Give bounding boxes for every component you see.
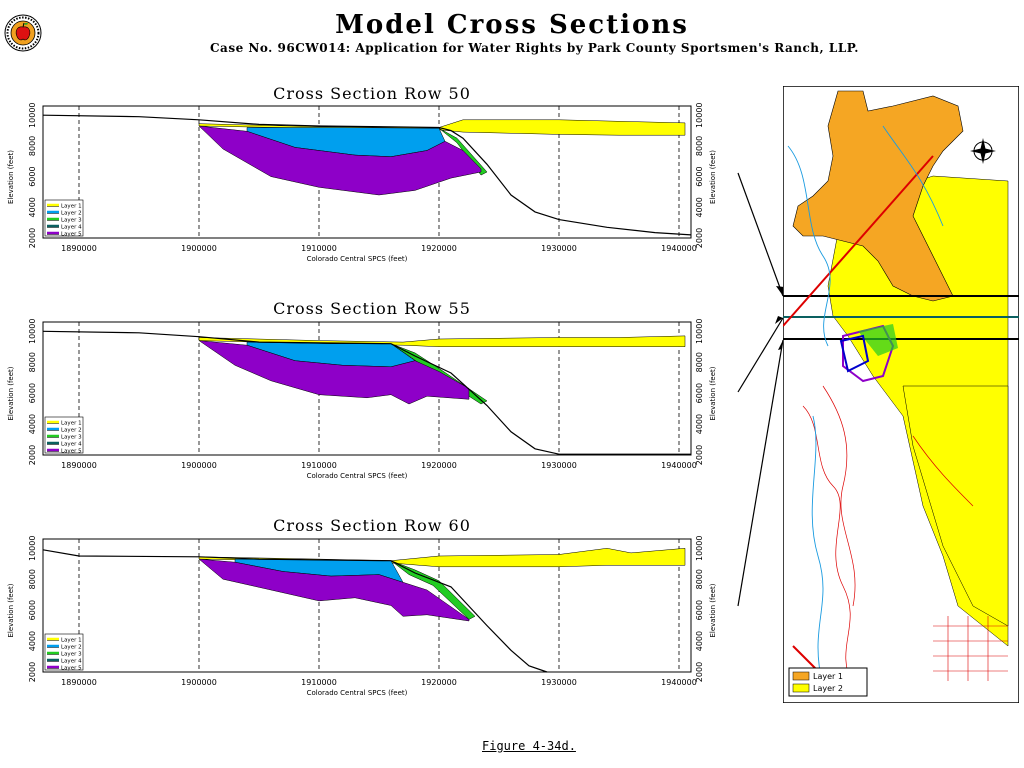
x-tick-label: 1890000 <box>61 244 97 253</box>
y-tick-label-left: 10000 <box>28 536 37 561</box>
x-tick-label: 1910000 <box>301 461 337 470</box>
x-tick-label: 1930000 <box>541 678 577 687</box>
x-axis-label: Colorado Central SPCS (feet) <box>307 255 408 263</box>
x-tick-label: 1910000 <box>301 678 337 687</box>
legend-label: Layer 1 <box>61 638 82 644</box>
y-tick-label-left: 4000 <box>28 631 37 651</box>
y-tick-label-left: 8000 <box>28 569 37 589</box>
model-grid-location-map: Layer 1 Layer 2 <box>783 86 1019 703</box>
layer-area-layer-5 <box>198 558 470 622</box>
legend-label: Layer 1 <box>61 204 82 210</box>
layer-area-layer-5 <box>198 125 482 196</box>
legend-label: Layer 2 <box>61 428 82 434</box>
y-axis-label-left: Elevation (feet) <box>7 583 15 637</box>
y-tick-label-right: 6000 <box>695 166 704 186</box>
y-tick-label-right: 4000 <box>695 414 704 434</box>
legend-label: Layer 2 <box>61 211 82 217</box>
x-tick-label: 1930000 <box>541 461 577 470</box>
legend-label: Layer 4 <box>61 225 82 231</box>
map-legend: Layer 1 Layer 2 <box>788 667 868 697</box>
organization-seal-logo <box>4 14 42 52</box>
base-elevation-line <box>42 330 691 455</box>
y-axis-label-left: Elevation (feet) <box>7 150 15 204</box>
chart-title: Cross Section Row 55 <box>273 299 471 318</box>
y-axis-label-left: Elevation (feet) <box>7 366 15 420</box>
layer-area-layer-3 <box>390 560 476 620</box>
x-tick-label: 1930000 <box>541 244 577 253</box>
legend-label: Layer 4 <box>61 659 82 665</box>
x-tick-label: 1890000 <box>61 678 97 687</box>
y-tick-label-left: 8000 <box>28 136 37 156</box>
x-tick-label: 1940000 <box>661 678 697 687</box>
page-subtitle: Case No. 96CW014: Application for Water … <box>210 41 859 55</box>
y-tick-label-right: 6000 <box>695 600 704 620</box>
y-tick-label-right: 4000 <box>695 197 704 217</box>
y-tick-label-right: 2000 <box>695 445 704 465</box>
y-tick-label-right: 4000 <box>695 631 704 651</box>
y-tick-label-right: 2000 <box>695 662 704 682</box>
y-tick-label-left: 6000 <box>28 383 37 403</box>
y-tick-label-right: 10000 <box>695 102 704 127</box>
y-tick-label-right: 6000 <box>695 383 704 403</box>
x-axis-label: Colorado Central SPCS (feet) <box>307 689 408 697</box>
y-tick-label-left: 8000 <box>28 352 37 372</box>
map-legend-layer-2: Layer 2 <box>813 684 843 693</box>
y-tick-label-right: 8000 <box>695 569 704 589</box>
y-axis-label-right: Elevation (feet) <box>709 150 717 204</box>
chart-title: Cross Section Row 50 <box>273 84 471 103</box>
y-tick-label-left: 2000 <box>28 662 37 682</box>
x-tick-label: 1940000 <box>661 461 697 470</box>
y-tick-label-left: 4000 <box>28 414 37 434</box>
cross-section-chart-row-50: Cross Section Row 50 1890000 1900000 191000… <box>7 84 717 263</box>
cross-section-chart-row-55: Cross Section Row 55 1890000 1900000 191000… <box>7 299 717 480</box>
y-axis-label-right: Elevation (feet) <box>709 366 717 420</box>
x-tick-label: 1920000 <box>421 244 457 253</box>
y-tick-label-right: 2000 <box>695 228 704 248</box>
legend-label: Layer 5 <box>61 666 82 672</box>
x-tick-label: 1890000 <box>61 461 97 470</box>
base-elevation-line <box>42 114 692 236</box>
legend-label: Layer 5 <box>61 449 82 455</box>
y-tick-label-right: 8000 <box>695 352 704 372</box>
base-elevation-line <box>42 549 548 673</box>
page-title: Model Cross Sections <box>335 10 689 40</box>
legend-label: Layer 4 <box>61 442 82 448</box>
legend-label: Layer 3 <box>61 435 82 441</box>
x-tick-label: 1900000 <box>181 678 217 687</box>
x-tick-label: 1920000 <box>421 461 457 470</box>
y-tick-label-right: 10000 <box>695 536 704 561</box>
y-tick-label-left: 10000 <box>28 319 37 344</box>
y-tick-label-right: 10000 <box>695 319 704 344</box>
figure-caption: Figure 4-34d. <box>482 739 576 753</box>
legend-label: Layer 2 <box>61 645 82 651</box>
compass-icon <box>970 138 996 164</box>
y-tick-label-left: 2000 <box>28 445 37 465</box>
y-tick-label-right: 8000 <box>695 136 704 156</box>
y-tick-label-left: 10000 <box>28 102 37 127</box>
legend-label: Layer 5 <box>61 232 82 238</box>
y-tick-label-left: 4000 <box>28 197 37 217</box>
legend-label: Layer 3 <box>61 218 82 224</box>
chart-title: Cross Section Row 60 <box>273 516 471 535</box>
y-tick-label-left: 2000 <box>28 228 37 248</box>
x-tick-label: 1900000 <box>181 461 217 470</box>
y-axis-label-right: Elevation (feet) <box>709 583 717 637</box>
x-axis-label: Colorado Central SPCS (feet) <box>307 472 408 480</box>
x-tick-label: 1940000 <box>661 244 697 253</box>
x-tick-label: 1910000 <box>301 244 337 253</box>
x-tick-label: 1900000 <box>181 244 217 253</box>
y-tick-label-left: 6000 <box>28 600 37 620</box>
map-legend-layer-1: Layer 1 <box>813 672 843 681</box>
x-tick-label: 1920000 <box>421 678 457 687</box>
cross-section-chart-row-60: Cross Section Row 60 1890000 1900000 191000… <box>7 516 717 697</box>
legend-label: Layer 1 <box>61 421 82 427</box>
y-tick-label-left: 6000 <box>28 166 37 186</box>
layer-area-layer-5 <box>198 340 470 405</box>
legend-label: Layer 3 <box>61 652 82 658</box>
map-pointer-arrows <box>737 172 784 607</box>
